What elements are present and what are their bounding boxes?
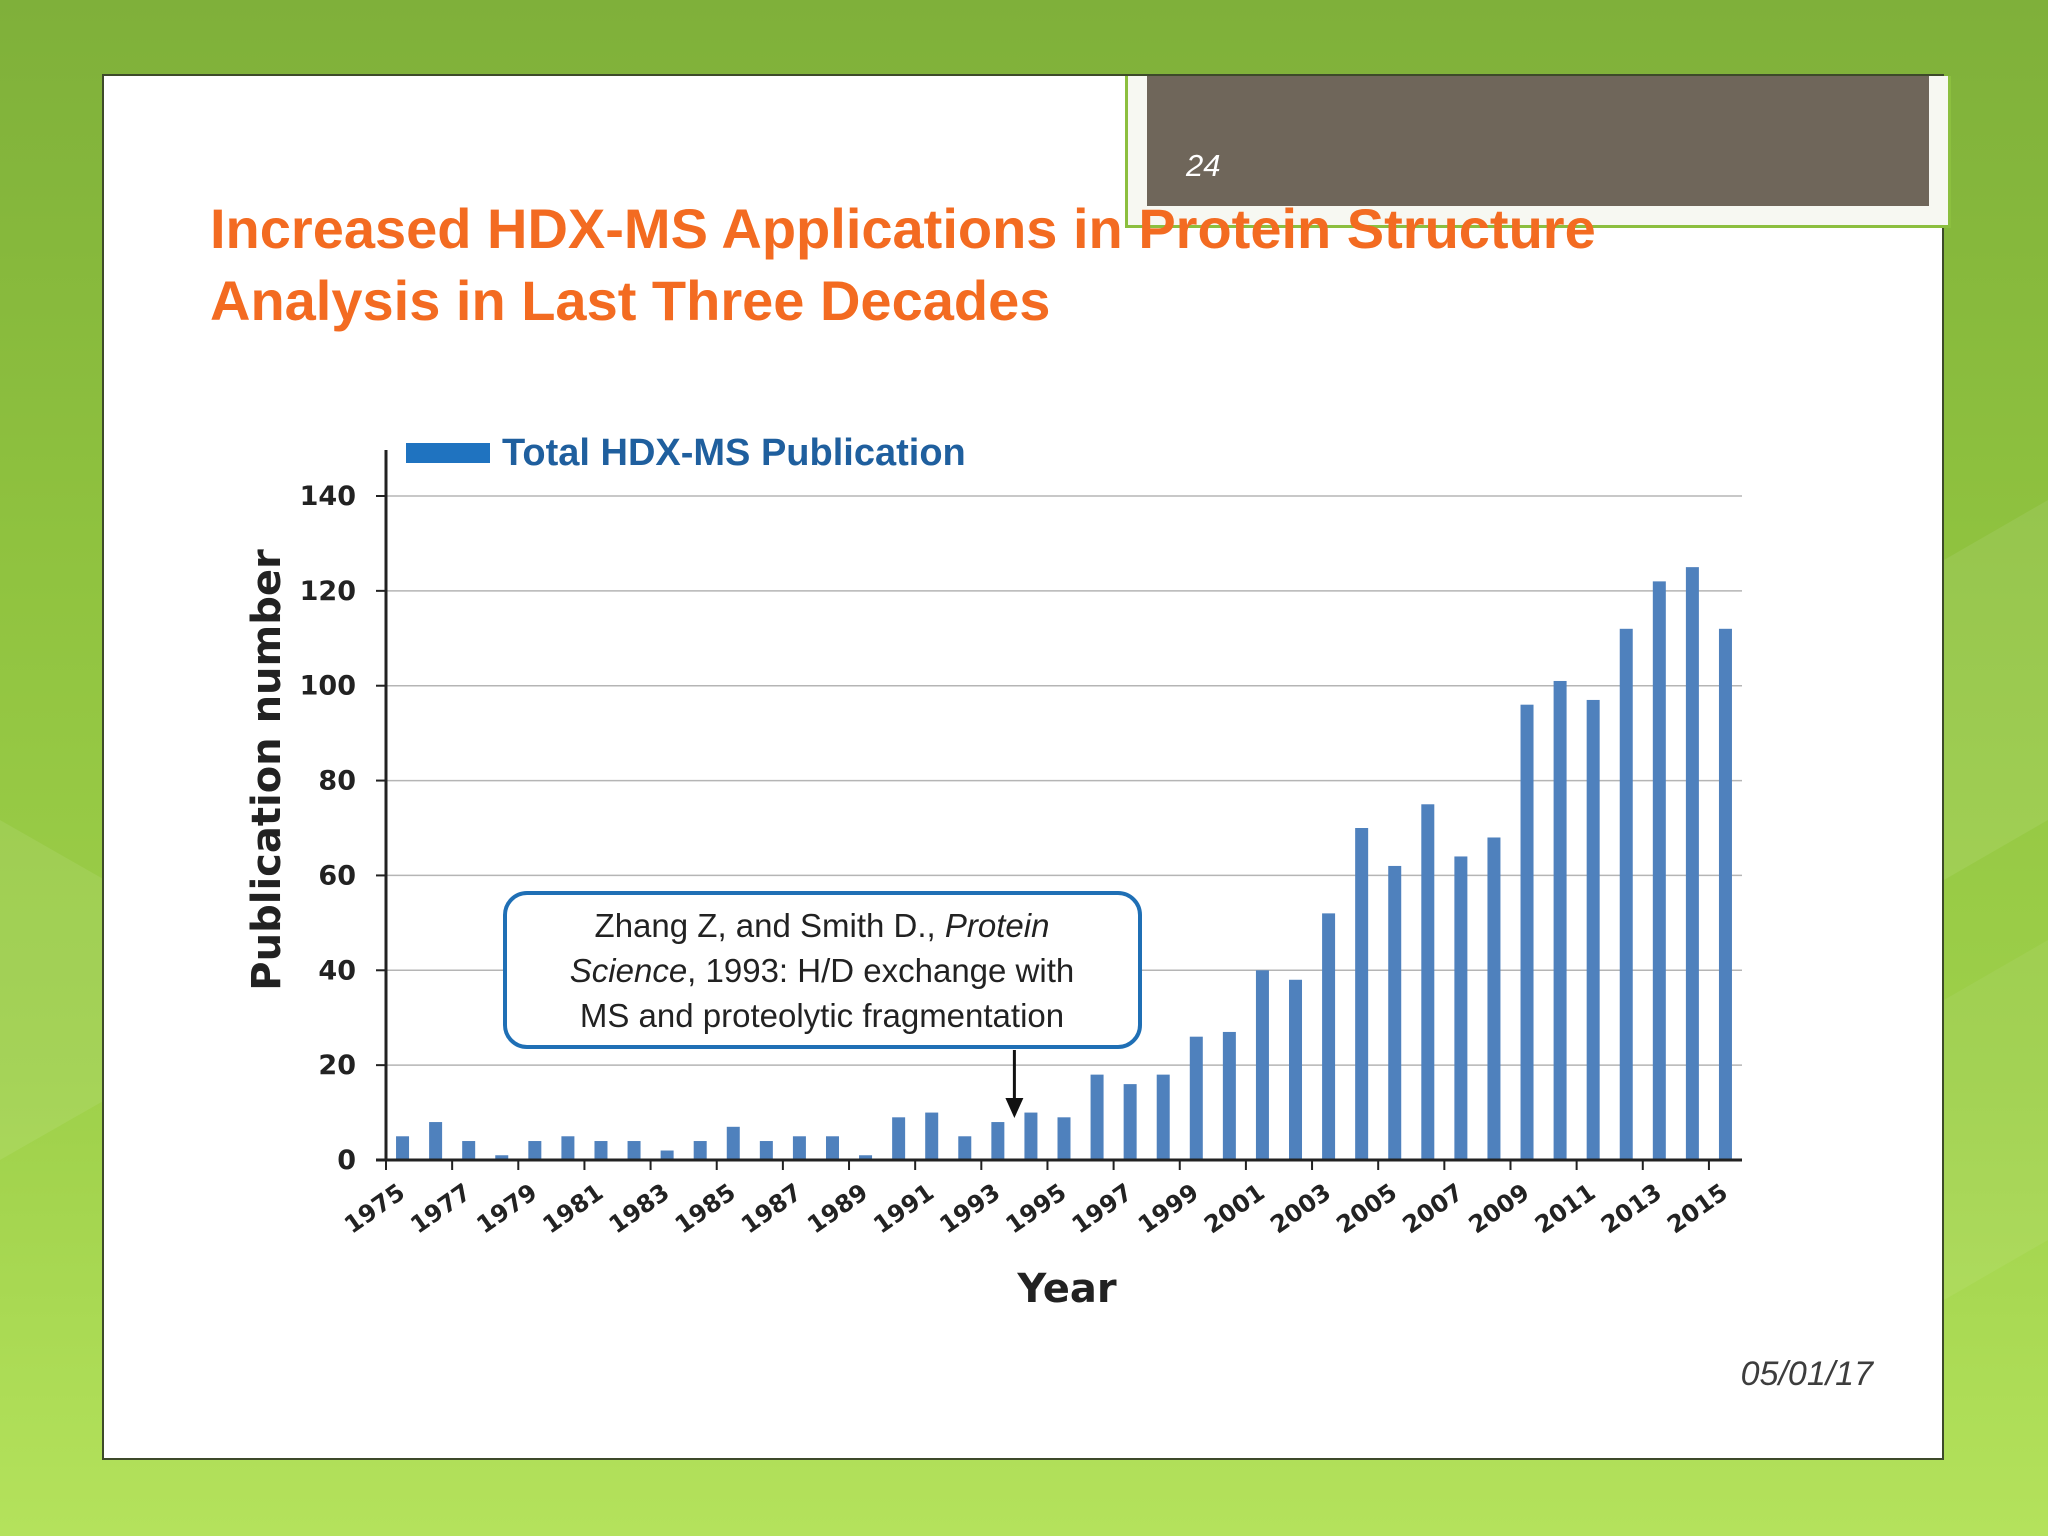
y-tick-label: 60 <box>318 860 356 891</box>
x-tick-label: 1999 <box>1133 1178 1204 1239</box>
legend-label: Total HDX-MS Publication <box>502 432 966 474</box>
x-tick-label: 2015 <box>1662 1178 1733 1239</box>
bar <box>396 1136 410 1160</box>
bar <box>594 1141 608 1160</box>
x-tick-label: 2003 <box>1265 1178 1336 1239</box>
bar <box>825 1136 839 1160</box>
bar <box>1685 567 1699 1160</box>
bar <box>1057 1117 1071 1160</box>
slide-number: 24 <box>1186 148 1221 183</box>
bar <box>1123 1084 1137 1160</box>
x-tick-label: 2009 <box>1464 1178 1535 1239</box>
axis-layer <box>376 450 1742 1170</box>
bar <box>1553 680 1567 1160</box>
x-tick-label: 1995 <box>1001 1178 1072 1239</box>
x-tick-label: 2013 <box>1596 1178 1667 1239</box>
bar <box>1652 581 1666 1160</box>
y-tick-label: 0 <box>337 1145 356 1176</box>
y-axis-title: Publication number <box>244 549 290 991</box>
x-tick-label: 1977 <box>405 1178 476 1239</box>
annotation-segment: Science <box>570 952 687 989</box>
annotation-line: Science, 1993: H/D exchange with <box>570 952 1074 989</box>
annotation-text: Zhang Z, and Smith D., Protein Science, 1… <box>570 907 1074 1034</box>
slide-number-tab: 24 <box>1125 76 1951 228</box>
bar <box>925 1112 939 1160</box>
bar <box>660 1150 674 1160</box>
x-tick-label: 1993 <box>935 1178 1006 1239</box>
annotation-segment: , 1993: H/D exchange with <box>687 952 1074 989</box>
slide-title: Increased HDX-MS Applications in Protein… <box>210 197 1596 332</box>
legend-swatch <box>406 443 490 463</box>
bar <box>958 1136 972 1160</box>
bar <box>991 1122 1005 1160</box>
x-tick-label: 1987 <box>736 1178 807 1239</box>
bar <box>859 1155 873 1160</box>
bar <box>1322 913 1336 1160</box>
bar <box>1289 979 1303 1160</box>
bar <box>1619 628 1633 1160</box>
bar <box>892 1117 906 1160</box>
bar <box>1454 856 1468 1160</box>
y-tick-label: 20 <box>318 1050 356 1081</box>
x-tick-label: 1985 <box>670 1178 741 1239</box>
x-tick-label: 2001 <box>1199 1178 1270 1239</box>
bar <box>1355 828 1369 1160</box>
bar <box>726 1126 740 1160</box>
bar <box>1586 699 1600 1160</box>
arrow-head <box>1005 1098 1024 1118</box>
annotation-line: Zhang Z, and Smith D., Protein <box>595 907 1050 944</box>
annotation-arrow-icon <box>1005 1050 1024 1118</box>
x-tick-label: 2007 <box>1398 1178 1469 1239</box>
annotation-segment: Zhang Z, and Smith D., <box>595 907 945 944</box>
x-tick-label: 1981 <box>538 1178 609 1239</box>
bar <box>1255 970 1269 1160</box>
x-axis-title: Year <box>1016 1266 1116 1312</box>
x-tick-label: 1975 <box>339 1178 410 1239</box>
bar <box>1487 837 1501 1160</box>
bar <box>1222 1031 1236 1160</box>
bar <box>693 1141 707 1160</box>
y-tick-label: 40 <box>318 955 356 986</box>
slide-date: 05/01/17 <box>1740 1355 1873 1393</box>
y-tick-label: 120 <box>300 576 356 607</box>
bar <box>627 1141 641 1160</box>
bar <box>792 1136 806 1160</box>
bar <box>759 1141 773 1160</box>
bar <box>1024 1112 1038 1160</box>
label-layer: 0204060801001201401975197719791981198319… <box>300 481 1733 1239</box>
bar <box>528 1141 542 1160</box>
bar <box>1388 865 1402 1160</box>
annotation-segment: MS and proteolytic fragmentation <box>580 997 1064 1034</box>
x-tick-label: 1997 <box>1067 1178 1138 1239</box>
bar <box>462 1141 476 1160</box>
y-tick-label: 140 <box>300 481 356 512</box>
bar <box>1718 628 1732 1160</box>
slide-number-tab-fill: 24 <box>1147 76 1929 206</box>
bar <box>1421 804 1435 1160</box>
annotation-segment: Protein <box>945 907 1050 944</box>
x-tick-label: 1979 <box>471 1178 542 1239</box>
y-tick-label: 100 <box>300 671 356 702</box>
bar-layer <box>396 567 1732 1160</box>
x-tick-label: 2005 <box>1331 1178 1402 1239</box>
bar <box>1156 1074 1170 1160</box>
bar <box>495 1155 509 1160</box>
x-tick-label: 1983 <box>604 1178 675 1239</box>
bar <box>1090 1074 1104 1160</box>
bar <box>561 1136 575 1160</box>
slide-panel: 24 <box>102 74 1951 1460</box>
bar <box>1520 704 1534 1160</box>
x-tick-label: 1989 <box>802 1178 873 1239</box>
bar <box>429 1122 443 1160</box>
bar <box>1189 1036 1203 1160</box>
x-tick-label: 2011 <box>1530 1178 1601 1239</box>
y-tick-label: 80 <box>318 766 356 797</box>
annotation-line: MS and proteolytic fragmentation <box>580 997 1064 1034</box>
annotation-callout-box <box>503 891 1142 1049</box>
x-tick-label: 1991 <box>868 1178 939 1239</box>
